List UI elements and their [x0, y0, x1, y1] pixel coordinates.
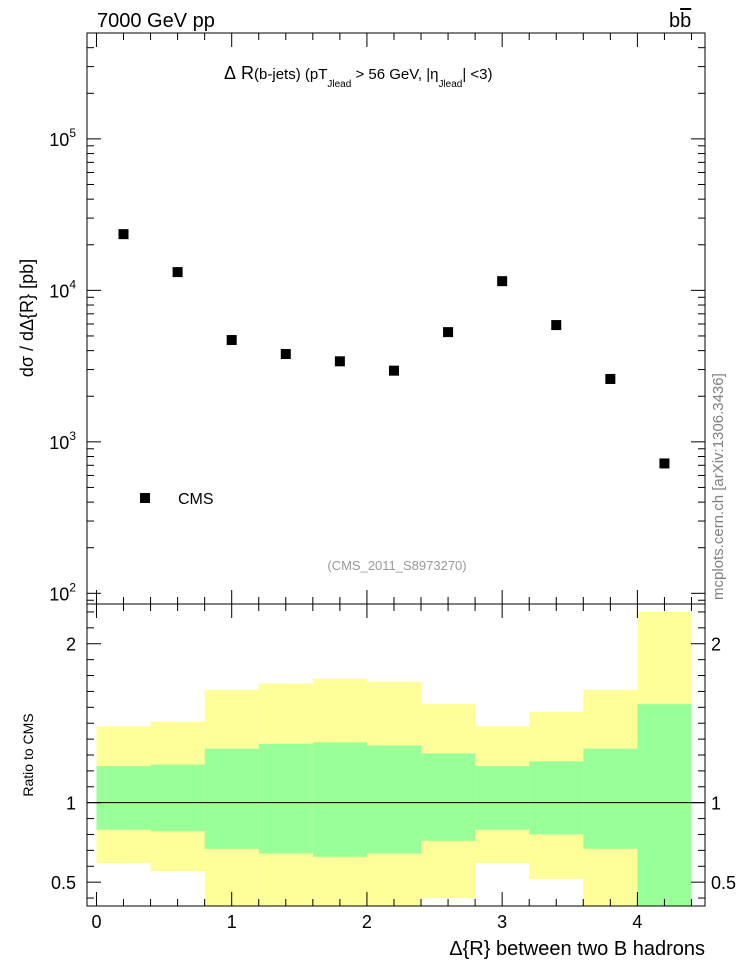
ratio-y-tick-label-left: 2 — [66, 635, 76, 655]
ratio-y-tick-label-right: 2 — [711, 635, 721, 655]
process-label: bb — [669, 10, 691, 32]
stat-uncertainty-band — [583, 748, 638, 849]
x-tick-label: 4 — [632, 912, 642, 932]
tick-base: 10 — [49, 433, 69, 453]
main-y-tick-label: 105 — [49, 126, 76, 150]
x-axis-label: Δ{R} between two B hadrons — [449, 938, 705, 960]
main-y-tick-label: 103 — [49, 429, 76, 453]
ratio-y-tick-label-left: 0.5 — [51, 873, 76, 893]
legend-label: CMS — [178, 491, 214, 508]
x-tick-label: 2 — [362, 912, 372, 932]
ratio-ticks — [87, 604, 705, 906]
ratio-y-tick-labels: 0.5 0.5 1 1 2 2 — [51, 635, 736, 893]
stat-uncertainty-band — [421, 753, 476, 841]
legend-marker — [140, 493, 150, 503]
stat-uncertainty-band — [475, 766, 530, 830]
data-point — [605, 373, 616, 384]
stat-uncertainty-band — [637, 704, 692, 906]
data-point — [659, 458, 670, 469]
tick-exponent: 4 — [69, 277, 76, 291]
stat-uncertainty-band — [204, 748, 259, 849]
data-point — [334, 356, 345, 367]
ratio-y-axis-label: Ratio to CMS — [20, 713, 36, 796]
data-points — [118, 229, 670, 469]
main-ticks — [87, 32, 705, 604]
ratio-y-tick-label-right: 1 — [711, 794, 721, 814]
stat-uncertainty-band — [312, 742, 367, 857]
x-tick-label: 1 — [227, 912, 237, 932]
data-point — [172, 267, 183, 278]
tick-exponent: 2 — [69, 580, 76, 594]
main-y-axis-label: dσ / dΔ{R} [pb] — [17, 259, 37, 377]
main-y-tick-label: 102 — [49, 580, 76, 604]
x-tick-label: 0 — [91, 912, 101, 932]
process-label-bar: b — [680, 10, 691, 32]
side-label: mcplots.cern.ch [arXiv:1306.3436] — [710, 373, 727, 600]
energy-label: 7000 GeV pp — [97, 10, 215, 32]
data-point — [280, 349, 291, 360]
main-frame — [86, 32, 706, 605]
ratio-panel: 0.5 0.5 1 1 2 2 0 1 2 3 4 Ratio to CMS Δ{R} betwe… — [20, 603, 736, 960]
tick-exponent: 3 — [69, 429, 76, 443]
stat-uncertainty-band — [150, 764, 205, 832]
stat-uncertainty-band — [258, 743, 313, 854]
ratio-y-tick-label-left: 1 — [66, 794, 76, 814]
analysis-watermark: (CMS_2011_S8973270) — [327, 558, 466, 573]
data-point — [443, 327, 454, 338]
data-point — [118, 229, 129, 240]
main-y-tick-label: 104 — [49, 277, 76, 301]
main-title: Δ R(b-jets) (pTJlead > 56 GeV, |ηJlead| <… — [224, 63, 493, 90]
data-point — [226, 335, 237, 346]
data-point — [551, 320, 562, 331]
tick-base: 10 — [49, 130, 69, 150]
ratio-bands — [96, 611, 692, 906]
x-tick-labels: 0 1 2 3 4 — [91, 912, 642, 932]
stat-uncertainty-band — [96, 766, 151, 830]
stat-uncertainty-band — [366, 745, 422, 854]
tick-base: 10 — [49, 584, 69, 604]
data-point — [497, 276, 508, 287]
tick-base: 10 — [49, 281, 69, 301]
x-tick-label: 3 — [497, 912, 507, 932]
tick-exponent: 5 — [69, 126, 76, 140]
stat-uncertainty-band — [529, 761, 584, 835]
ratio-y-tick-label-right: 0.5 — [711, 873, 736, 893]
data-point — [388, 365, 399, 376]
